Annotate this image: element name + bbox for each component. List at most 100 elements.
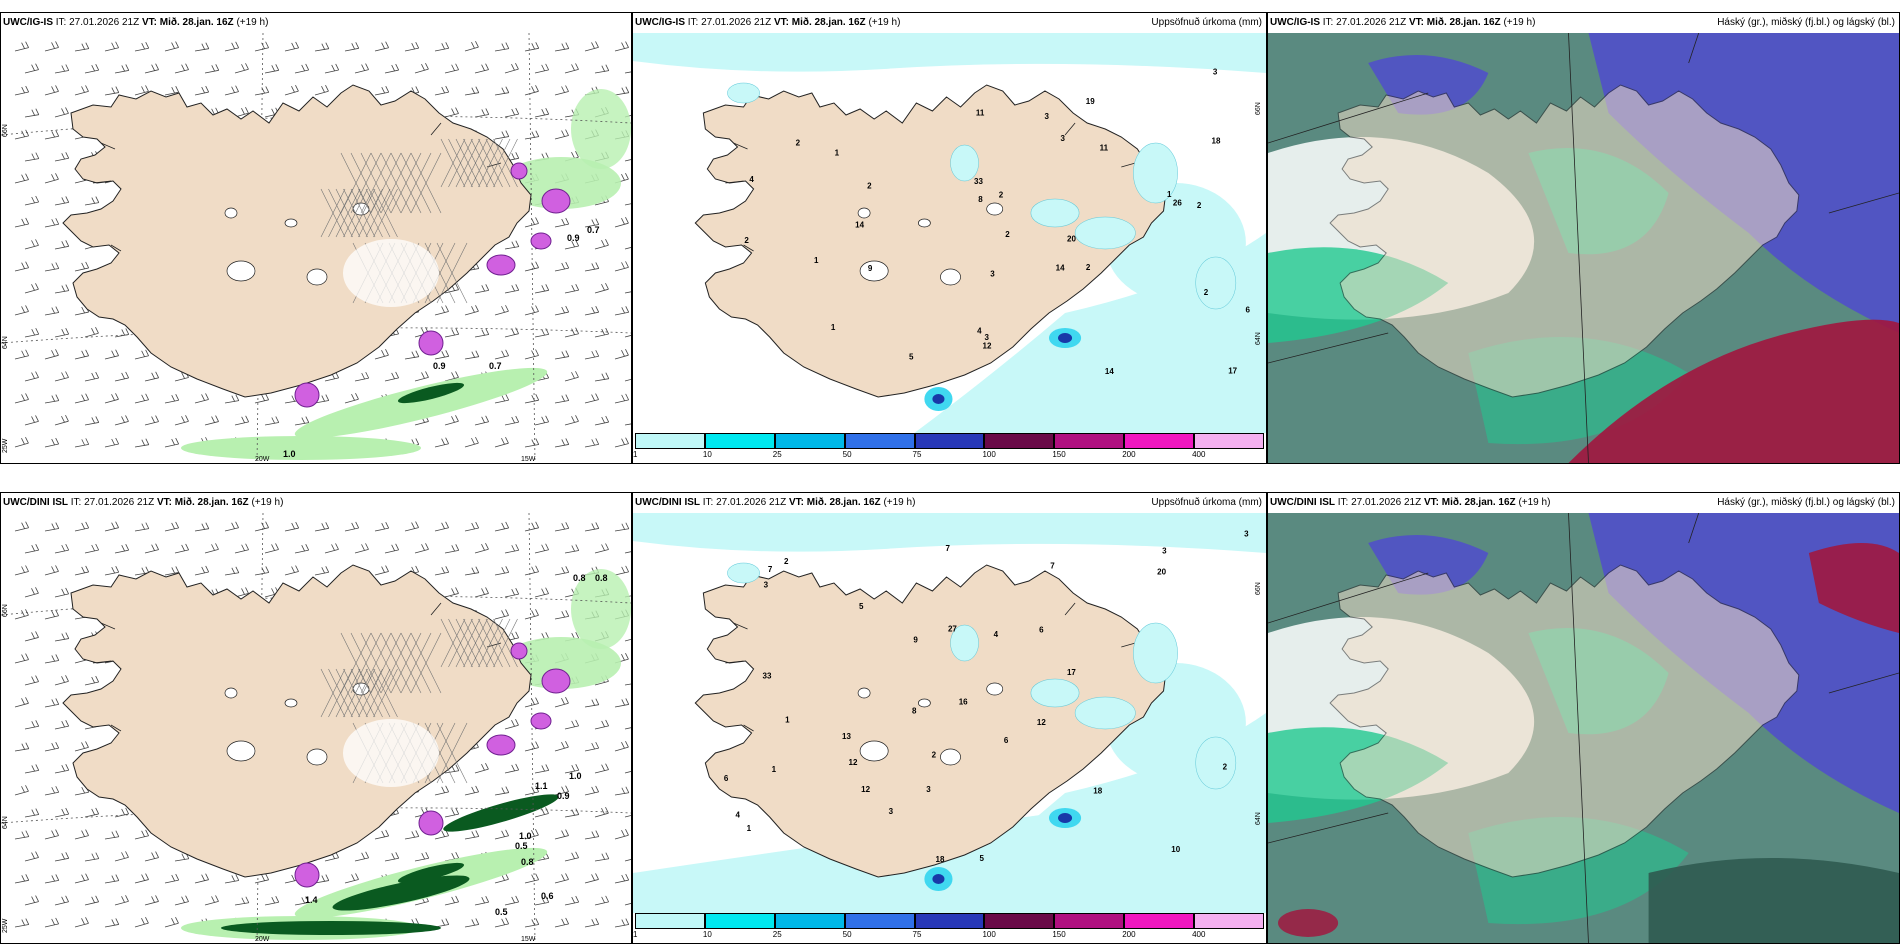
colorbar-swatch (704, 913, 775, 929)
terrain-hatch (320, 138, 518, 307)
iceland-landmass (1329, 564, 1800, 878)
precip-value-label: 7 (1050, 562, 1055, 571)
precip-value-label: 3 (889, 807, 894, 816)
precip-value-label: 14 (855, 220, 864, 229)
precip-colorbar: 1 10 25 50 75 100 150 200 400 (633, 433, 1264, 461)
colorbar-tick-label: 10 (702, 930, 712, 939)
precip-value-label: 4 (977, 327, 982, 336)
precip-value-label: 8 (912, 706, 917, 715)
wind-value-label: 0.9 (433, 361, 446, 371)
map-area (1268, 33, 1899, 463)
precip-value-label: 17 (1067, 668, 1076, 677)
precip-value-label: 6 (1039, 626, 1044, 635)
precip-value-label: 3 (1213, 67, 1218, 76)
colorbar-swatch (1054, 433, 1125, 449)
map-svg (1268, 513, 1899, 943)
precip-value-label: 12 (983, 342, 992, 351)
map-panel-ig-wind: UWC/IG-IS IT: 27.01.2026 21Z VT: Mið. 28… (0, 12, 632, 464)
precip-value-label: 3 (1244, 530, 1249, 539)
precip-value-label: 1 (747, 824, 752, 833)
value-labels: 0.7 0.9 0.7 0.9 1.0 (283, 225, 600, 459)
map-panel-dini-precip: UWC/DINI ISL IT: 27.01.2026 21Z VT: Mið.… (632, 492, 1267, 944)
precip-value-label: 1 (785, 716, 790, 725)
colorbar-swatch (914, 433, 985, 449)
init-time: IT: 27.01.2026 21Z (1337, 497, 1422, 508)
colorbar-tick-label: 400 (1192, 450, 1206, 459)
precip-value-label: 2 (1204, 288, 1209, 297)
precip-value-label: 3 (1045, 112, 1050, 121)
value-labels: 0.8 0.8 1.0 0.9 1.0 1.1 0.5 0.8 0.6 0.5 1.4 (305, 573, 608, 917)
init-time: IT: 27.01.2026 21Z (70, 497, 155, 508)
precip-value-label: 1 (1167, 190, 1172, 199)
map-area: 0.7 0.9 0.7 0.9 1.0 66N 64N 25W 20W 15W (1, 33, 631, 463)
wind-value-label: 1.1 (535, 781, 548, 791)
precip-value-label: 19 (1086, 97, 1095, 106)
colorbar-swatch (635, 433, 705, 449)
model-name: UWC/DINI ISL (635, 497, 700, 508)
init-time: IT: 27.01.2026 21Z (55, 17, 140, 28)
colorbar-swatch (1054, 913, 1125, 929)
map-svg: 0.7 0.9 0.7 0.9 1.0 66N 64N 25W 20W 15W (1, 33, 631, 463)
precip-value-label: 1 (835, 149, 840, 158)
magenta-cells (294, 162, 571, 408)
map-panel-ig-cloud: UWC/IG-IS IT: 27.01.2026 21Z VT: Mið. 28… (1267, 12, 1900, 464)
colorbar-tick-label: 150 (1052, 930, 1066, 939)
iceland-landmass (694, 84, 1167, 398)
colorbar-swatch (1194, 433, 1264, 449)
precip-value-label: 18 (1212, 137, 1221, 146)
precip-value-label: 2 (1197, 201, 1202, 210)
map-panel-ig-precip: UWC/IG-IS IT: 27.01.2026 21Z VT: Mið. 28… (632, 12, 1267, 464)
colorbar-swatch (844, 913, 915, 929)
colorbar-tick-label: 200 (1122, 930, 1136, 939)
precip-value-labels: 3432651234371365181733101613122027186127… (724, 530, 1249, 864)
panel-header: UWC/IG-IS IT: 27.01.2026 21Z VT: Mið. 28… (1, 13, 631, 33)
colorbar-tick-label: 100 (982, 450, 996, 459)
axis-labels: 66N 64N 25W 20W 15W (2, 124, 536, 463)
precip-value-label: 3 (990, 270, 995, 279)
iceland-landmass (62, 84, 532, 398)
model-name: UWC/IG-IS (3, 17, 53, 28)
wind-value-label: 0.8 (521, 857, 534, 867)
iceland-landmass (694, 564, 1167, 878)
colorbar-tick-label: 200 (1122, 450, 1136, 459)
precip-value-label: 2 (784, 557, 789, 566)
precip-value-label: 2 (932, 751, 937, 760)
wind-value-label: 1.0 (569, 771, 582, 781)
precip-value-label: 2 (796, 139, 801, 148)
lat-label: 64N (2, 336, 9, 349)
precip-value-label: 1 (772, 765, 777, 774)
lon-label: 25W (2, 438, 9, 453)
colorbar-tick-label: 10 (702, 450, 712, 459)
precip-value-label: 12 (861, 785, 870, 794)
lat-label: 64N (1255, 812, 1262, 825)
precip-value-label: 7 (768, 565, 773, 574)
terrain-hatch (320, 618, 518, 787)
valid-time: VT: Mið. 28.jan. 16Z (1408, 17, 1501, 28)
precip-value-label: 5 (859, 602, 864, 611)
valid-time: VT: Mið. 28.jan. 16Z (1423, 497, 1516, 508)
precip-value-label: 27 (948, 625, 957, 634)
colorbar-swatch (774, 433, 845, 449)
precip-value-label: 8 (978, 195, 983, 204)
panel-header: UWC/DINI ISL IT: 27.01.2026 21Z VT: Mið.… (1, 493, 631, 513)
colorbar-tick-label: 150 (1052, 450, 1066, 459)
colorbar-tick-label: 1 (633, 450, 638, 459)
colorbar-tick-label: 25 (772, 930, 782, 939)
wind-value-label: 0.8 (573, 573, 586, 583)
precip-value-label: 2 (744, 236, 749, 245)
colorbar-swatch (984, 433, 1055, 449)
lat-label: 66N (2, 604, 9, 617)
colorbar-swatch (704, 433, 775, 449)
lat-label: 66N (2, 124, 9, 137)
colorbar-tick-label: 100 (982, 930, 996, 939)
precip-value-label: 33 (763, 672, 772, 681)
model-name: UWC/DINI ISL (3, 497, 68, 508)
colorbar-swatch (1194, 913, 1264, 929)
valid-time: VT: Mið. 28.jan. 16Z (141, 17, 234, 28)
precip-value-label: 2 (1223, 763, 1228, 772)
wind-value-label: 0.5 (495, 907, 508, 917)
precip-value-label: 2 (1005, 230, 1010, 239)
precip-land-areas (727, 82, 1237, 411)
wind-value-label: 0.7 (489, 361, 502, 371)
